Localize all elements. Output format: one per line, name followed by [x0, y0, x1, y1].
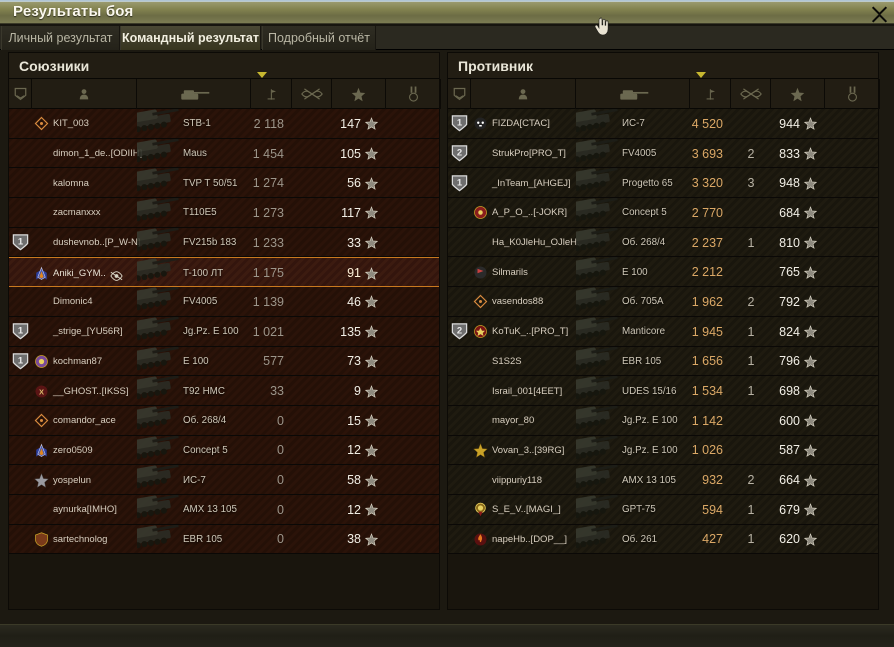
svg-text:X: X	[39, 387, 44, 396]
